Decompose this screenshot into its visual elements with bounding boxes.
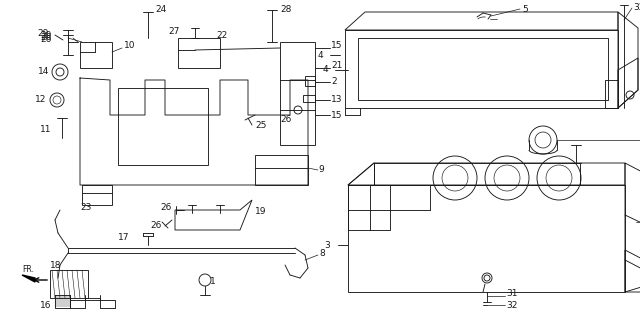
Text: FR.: FR. (22, 266, 34, 274)
Text: 15: 15 (331, 111, 342, 119)
Text: 23: 23 (80, 203, 92, 213)
Text: 26: 26 (40, 36, 51, 44)
Text: 8: 8 (319, 249, 324, 257)
Text: 14: 14 (38, 67, 49, 77)
Text: 26: 26 (40, 32, 51, 42)
Text: 26: 26 (160, 203, 172, 213)
Text: 4: 4 (323, 66, 328, 75)
Text: 26: 26 (280, 116, 291, 124)
Text: 11: 11 (40, 125, 51, 135)
Text: 22: 22 (216, 32, 227, 41)
Text: 28: 28 (280, 4, 291, 14)
Text: 31: 31 (506, 289, 518, 297)
Text: 12: 12 (35, 95, 46, 105)
Text: 29: 29 (37, 28, 49, 37)
Text: 17: 17 (118, 233, 129, 243)
Text: 13: 13 (331, 95, 342, 105)
Text: 4: 4 (317, 50, 323, 60)
Text: 10: 10 (124, 42, 136, 50)
Text: 1: 1 (210, 278, 216, 287)
Text: 5: 5 (522, 4, 528, 14)
Text: 25: 25 (255, 121, 266, 129)
Text: 26: 26 (150, 220, 161, 230)
Text: 15: 15 (331, 42, 342, 50)
Text: 16: 16 (40, 301, 51, 310)
Text: 18: 18 (50, 261, 61, 271)
Text: 32: 32 (506, 301, 517, 310)
Text: 3: 3 (324, 240, 330, 249)
Text: 21: 21 (331, 61, 342, 71)
Text: 29: 29 (40, 31, 51, 39)
Text: 24: 24 (155, 4, 166, 14)
Polygon shape (22, 275, 35, 282)
Text: 19: 19 (255, 208, 266, 216)
Text: 32: 32 (633, 3, 640, 12)
Bar (303, 95, 315, 102)
Text: 9: 9 (318, 165, 324, 175)
Text: 2: 2 (331, 77, 337, 87)
Text: 27: 27 (168, 27, 179, 37)
Bar (305, 76, 315, 86)
Bar (50, 270, 88, 298)
